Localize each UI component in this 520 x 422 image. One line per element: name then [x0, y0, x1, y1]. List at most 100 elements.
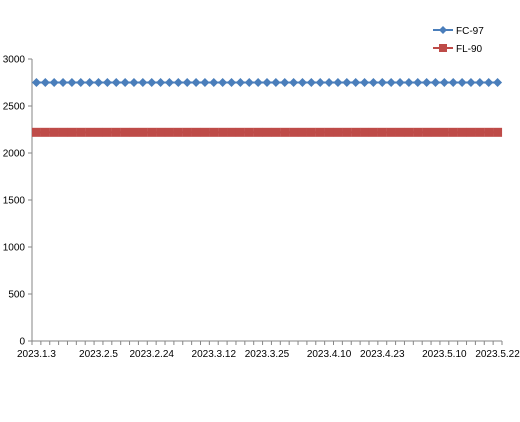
- data-point-fl-90: [244, 127, 254, 137]
- data-point-fl-90: [156, 127, 166, 137]
- data-point-fc-97: [306, 78, 316, 87]
- data-point-fc-97: [111, 78, 121, 87]
- data-point-fc-97: [289, 78, 299, 87]
- data-point-fl-90: [484, 127, 494, 137]
- data-point-fl-90: [280, 127, 290, 137]
- data-point-fc-97: [422, 78, 432, 87]
- data-point-fl-90: [147, 127, 157, 137]
- data-point-fl-90: [85, 127, 95, 137]
- data-point-fl-90: [164, 127, 174, 137]
- x-tick-label: 2023.5.10: [422, 349, 467, 360]
- data-point-fl-90: [315, 127, 325, 137]
- data-point-fl-90: [377, 127, 387, 137]
- data-point-fc-97: [262, 78, 272, 87]
- data-point-fc-97: [218, 78, 228, 87]
- series-layer: [31, 78, 503, 137]
- data-point-fl-90: [324, 127, 334, 137]
- legend-marker-fl-90: [439, 44, 447, 52]
- y-tick-label: 1500: [3, 196, 26, 207]
- y-axis-ticks: 0 500 1000 1500 2000 2500 3000: [3, 55, 32, 348]
- data-point-fl-90: [40, 127, 50, 137]
- data-point-fc-97: [235, 78, 245, 87]
- data-point-fc-97: [58, 78, 68, 87]
- data-point-fc-97: [448, 78, 458, 87]
- y-tick-label: 0: [19, 337, 25, 348]
- data-point-fl-90: [182, 127, 192, 137]
- legend: FC-97 FL-90: [433, 26, 484, 55]
- data-point-fc-97: [67, 78, 77, 87]
- data-point-fl-90: [439, 127, 449, 137]
- x-axis-ticks: 2023.1.3 2023.2.5 2023.2.24 2023.3.12 2023.3…: [17, 341, 520, 360]
- data-point-fl-90: [191, 127, 201, 137]
- series-fc-97: [31, 78, 503, 87]
- data-point-fc-97: [484, 78, 494, 87]
- data-point-fc-97: [182, 78, 192, 87]
- data-point-fl-90: [386, 127, 396, 137]
- data-point-fc-97: [368, 78, 378, 87]
- series-fl-90: [31, 127, 503, 137]
- data-point-fl-90: [448, 127, 458, 137]
- data-point-fl-90: [493, 127, 503, 137]
- x-tick-label: 2023.5.22: [475, 349, 520, 360]
- data-point-fl-90: [227, 127, 237, 137]
- data-point-fc-97: [324, 78, 334, 87]
- data-point-fc-97: [271, 78, 281, 87]
- data-point-fl-90: [129, 127, 139, 137]
- y-tick-label: 1000: [3, 243, 26, 254]
- data-point-fl-90: [413, 127, 423, 137]
- legend-label-fc-97: FC-97: [456, 26, 484, 37]
- legend-marker-fc-97: [439, 26, 447, 34]
- data-point-fc-97: [377, 78, 387, 87]
- data-point-fc-97: [200, 78, 210, 87]
- data-point-fl-90: [173, 127, 183, 137]
- data-point-fl-90: [457, 127, 467, 137]
- data-point-fl-90: [430, 127, 440, 137]
- data-point-fc-97: [40, 78, 50, 87]
- data-point-fl-90: [94, 127, 104, 137]
- y-tick-label: 500: [8, 290, 25, 301]
- data-point-fc-97: [360, 78, 370, 87]
- data-point-fl-90: [466, 127, 476, 137]
- data-point-fc-97: [297, 78, 307, 87]
- data-point-fc-97: [164, 78, 174, 87]
- data-point-fl-90: [76, 127, 86, 137]
- data-point-fc-97: [493, 78, 503, 87]
- data-point-fc-97: [404, 78, 414, 87]
- x-tick-label: 2023.1.3: [17, 349, 56, 360]
- data-point-fc-97: [138, 78, 148, 87]
- data-point-fl-90: [111, 127, 121, 137]
- legend-item-fl-90: FL-90: [433, 44, 483, 55]
- data-point-fc-97: [280, 78, 290, 87]
- legend-label-fl-90: FL-90: [456, 44, 483, 55]
- data-point-fc-97: [173, 78, 183, 87]
- data-point-fc-97: [49, 78, 59, 87]
- data-point-fc-97: [386, 78, 396, 87]
- data-point-fl-90: [67, 127, 77, 137]
- data-point-fl-90: [342, 127, 352, 137]
- y-tick-label: 2000: [3, 149, 26, 160]
- data-point-fl-90: [120, 127, 130, 137]
- x-tick-label: 2023.4.23: [360, 349, 405, 360]
- data-point-fc-97: [475, 78, 485, 87]
- data-point-fl-90: [49, 127, 59, 137]
- data-point-fl-90: [306, 127, 316, 137]
- x-tick-label: 2023.3.25: [245, 349, 290, 360]
- data-point-fl-90: [271, 127, 281, 137]
- data-point-fl-90: [368, 127, 378, 137]
- data-point-fl-90: [58, 127, 68, 137]
- x-tick-label: 2023.2.5: [79, 349, 118, 360]
- data-point-fl-90: [200, 127, 210, 137]
- data-point-fc-97: [395, 78, 405, 87]
- data-point-fc-97: [466, 78, 476, 87]
- data-point-fc-97: [147, 78, 157, 87]
- data-point-fl-90: [475, 127, 485, 137]
- data-point-fc-97: [31, 78, 41, 87]
- data-point-fc-97: [102, 78, 112, 87]
- data-point-fc-97: [244, 78, 254, 87]
- x-tick-label: 2023.3.12: [192, 349, 237, 360]
- data-point-fc-97: [413, 78, 423, 87]
- data-point-fc-97: [315, 78, 325, 87]
- data-point-fl-90: [102, 127, 112, 137]
- data-point-fc-97: [76, 78, 86, 87]
- data-point-fl-90: [395, 127, 405, 137]
